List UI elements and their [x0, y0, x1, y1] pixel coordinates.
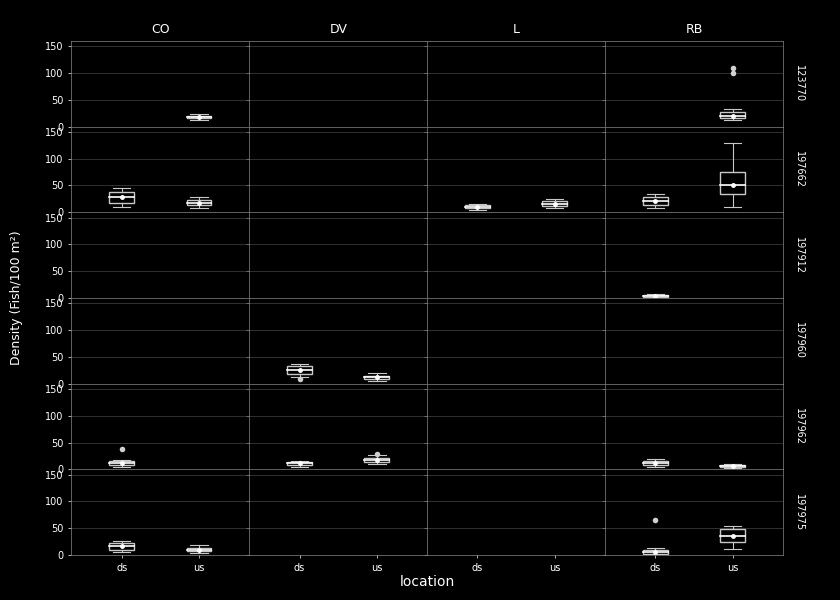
Bar — [109, 192, 134, 203]
Bar — [643, 550, 668, 554]
Text: 197912: 197912 — [794, 236, 804, 274]
Bar — [287, 367, 312, 374]
Text: Density (Fish/100 m²): Density (Fish/100 m²) — [10, 230, 23, 365]
Text: 123770: 123770 — [794, 65, 804, 102]
Bar — [109, 461, 134, 465]
Bar — [109, 543, 134, 550]
Bar — [365, 376, 389, 379]
Text: RB: RB — [685, 23, 702, 36]
Bar — [365, 458, 389, 462]
Text: 197975: 197975 — [794, 494, 804, 531]
Bar — [186, 200, 212, 205]
Bar — [720, 465, 745, 467]
Bar — [186, 116, 212, 118]
Bar — [720, 172, 745, 194]
Text: CO: CO — [151, 23, 170, 36]
Bar — [287, 462, 312, 465]
Text: 197960: 197960 — [794, 322, 804, 359]
Text: DV: DV — [329, 23, 347, 36]
Bar — [643, 295, 668, 297]
Text: location: location — [400, 575, 454, 589]
Bar — [720, 112, 745, 118]
Text: L: L — [512, 23, 520, 36]
Text: 197962: 197962 — [794, 408, 804, 445]
Bar — [720, 529, 745, 542]
Bar — [465, 205, 490, 208]
Bar — [543, 202, 567, 206]
Text: 197662: 197662 — [794, 151, 804, 188]
Bar — [643, 197, 668, 205]
Bar — [186, 548, 212, 551]
Bar — [643, 461, 668, 465]
